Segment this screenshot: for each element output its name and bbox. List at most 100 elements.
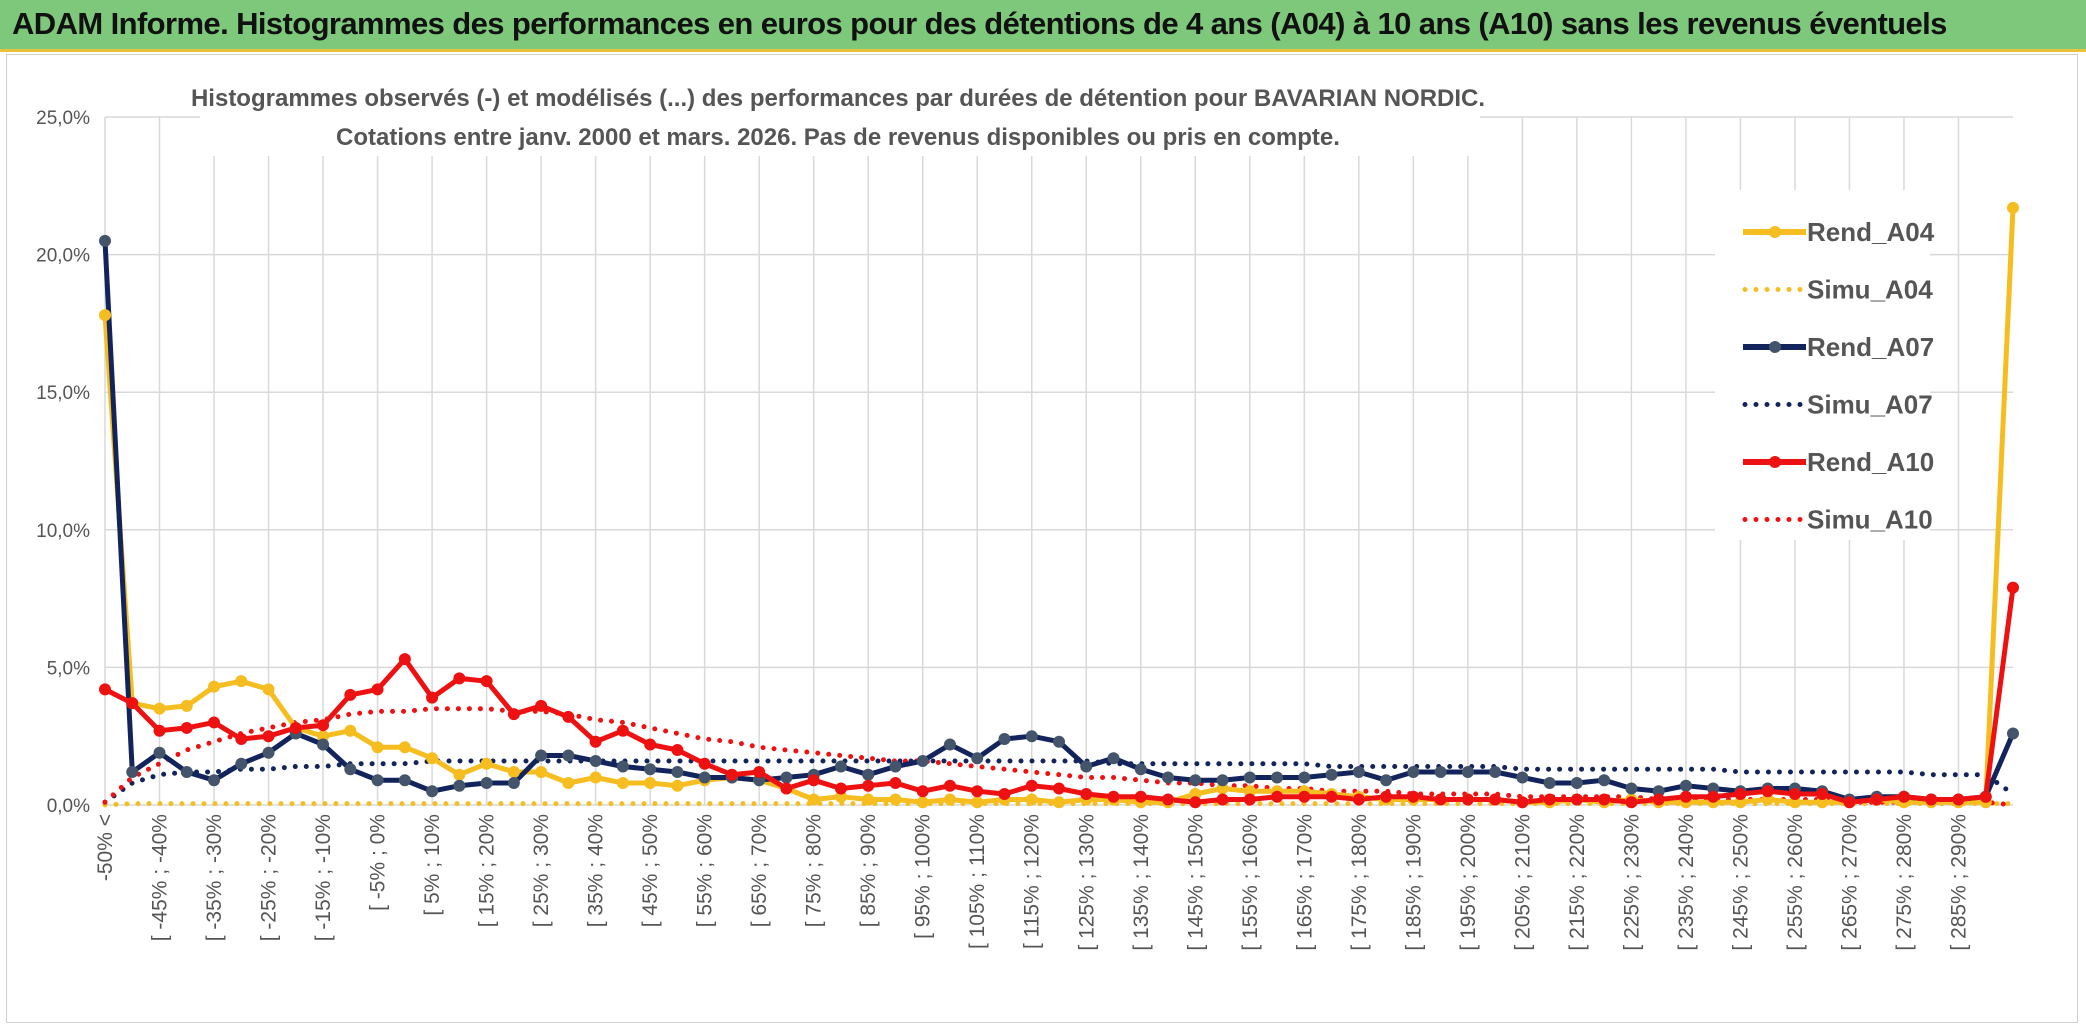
data-point-rend-a04 (426, 752, 439, 765)
data-point-rend-a07 (317, 738, 330, 751)
data-point-rend-a04 (943, 793, 956, 806)
data-point-rend-a10 (262, 730, 275, 743)
data-point-rend-a10 (289, 721, 302, 734)
data-point-rend-a10 (398, 653, 411, 666)
data-point-rend-a07 (1053, 735, 1065, 748)
data-point-rend-a07 (780, 771, 793, 784)
data-point-rend-a10 (889, 776, 902, 789)
data-point-rend-a04 (180, 699, 193, 712)
data-point-rend-a10 (153, 724, 166, 737)
y-tick-label: 15,0% (36, 383, 90, 404)
data-point-rend-a10 (480, 675, 493, 688)
data-point-rend-a04 (562, 776, 575, 789)
legend-item-rend-a04: Rend_A04 (1743, 217, 1935, 247)
data-point-rend-a10 (535, 699, 548, 712)
data-point-rend-a10 (753, 765, 766, 778)
x-tick-label: [ 75% ; 80% (803, 814, 826, 927)
data-point-rend-a07 (235, 757, 248, 770)
data-point-rend-a07 (2007, 727, 2019, 740)
x-tick-label: [ 285% ; 290% (1947, 814, 1970, 951)
data-point-rend-a10 (1734, 787, 1747, 800)
x-tick-label: [ 225% ; 230% (1620, 814, 1643, 951)
data-point-rend-a10 (725, 768, 738, 781)
data-point-rend-a10 (317, 719, 330, 732)
data-point-rend-a07 (1189, 774, 1202, 787)
x-axis: -50% < [ -45% ; -40% [ -35% ; -30% [ -25% ;… (94, 814, 1970, 951)
data-point-rend-a04 (916, 796, 929, 809)
data-point-rend-a10 (507, 708, 520, 721)
data-point-rend-a04 (971, 796, 984, 809)
data-point-rend-a07 (535, 749, 548, 762)
data-point-rend-a04 (616, 776, 629, 789)
legend-label: Simu_A07 (1807, 390, 1933, 420)
x-tick-label: [ 155% ; 160% (1239, 814, 1262, 951)
data-point-rend-a07 (1407, 765, 1420, 778)
data-point-rend-a10 (344, 688, 357, 701)
marker-layer (99, 201, 2019, 809)
x-tick-label: [ 45% ; 50% (639, 814, 662, 927)
data-point-rend-a07 (1434, 765, 1447, 778)
data-point-rend-a04 (453, 768, 466, 781)
data-point-rend-a10 (780, 782, 793, 795)
data-point-rend-a10 (126, 697, 139, 710)
y-tick-label: 0,0% (47, 796, 90, 817)
data-point-rend-a04 (99, 309, 111, 322)
data-point-rend-a07 (644, 763, 657, 776)
data-point-rend-a10 (998, 787, 1011, 800)
report-title: ADAM Informe. Histogrammes des performan… (12, 6, 1947, 41)
data-point-rend-a10 (1652, 793, 1665, 806)
data-point-rend-a04 (889, 793, 902, 806)
data-point-rend-a07 (1298, 771, 1311, 784)
chart-title: Histogrammes observés (-) et modélisés (… (191, 85, 1485, 112)
data-point-rend-a10 (426, 691, 439, 704)
data-point-rend-a07 (834, 760, 847, 773)
x-tick-label: [ 135% ; 140% (1130, 814, 1153, 951)
data-point-rend-a07 (426, 785, 439, 798)
data-point-rend-a10 (671, 743, 684, 756)
x-tick-label: [ 165% ; 170% (1293, 814, 1316, 951)
x-tick-label: -50% < (94, 814, 117, 881)
data-point-rend-a04 (371, 741, 384, 754)
legend: Rend_A04 Simu_A04 Rend_A07 Simu_A07 Rend_A10… (1715, 190, 1935, 540)
legend-item-simu-a04: Simu_A04 (1742, 275, 1933, 305)
data-point-rend-a10 (180, 721, 193, 734)
x-tick-label: [ -45% ; -40% (149, 814, 172, 941)
data-point-rend-a10 (807, 774, 820, 787)
data-point-rend-a10 (1543, 793, 1556, 806)
data-point-rend-a07 (1243, 771, 1256, 784)
data-point-rend-a10 (1897, 790, 1910, 803)
data-point-rend-a10 (2007, 581, 2019, 594)
data-point-rend-a07 (180, 765, 193, 778)
y-axis: 0,0% 5,0% 10,0% 15,0% 20,0% 25,0% (36, 108, 90, 817)
chart-frame (6, 54, 2078, 1023)
y-tick-label: 10,0% (36, 521, 90, 542)
data-point-rend-a10 (1598, 793, 1611, 806)
data-point-rend-a07 (1162, 771, 1175, 784)
data-point-rend-a10 (1461, 793, 1474, 806)
x-tick-label: [ 85% ; 90% (857, 814, 880, 927)
data-point-rend-a07 (344, 763, 357, 776)
data-point-rend-a10 (589, 735, 602, 748)
data-point-rend-a07 (916, 754, 929, 767)
data-point-rend-a04 (862, 793, 875, 806)
x-tick-label: [ 15% ; 20% (476, 814, 499, 927)
data-point-rend-a04 (208, 680, 221, 693)
data-point-rend-a10 (1407, 790, 1420, 803)
data-point-rend-a10 (1870, 793, 1883, 806)
x-tick-label: [ 55% ; 60% (694, 814, 717, 927)
data-point-rend-a10 (1380, 790, 1393, 803)
data-point-rend-a07 (1325, 768, 1338, 781)
legend-label: Rend_A07 (1807, 332, 1934, 362)
data-point-rend-a10 (698, 757, 711, 770)
data-point-rend-a04 (671, 779, 684, 792)
data-point-rend-a10 (1707, 790, 1720, 803)
data-point-rend-a10 (1162, 793, 1175, 806)
data-point-rend-a07 (1570, 776, 1583, 789)
y-tick-label: 25,0% (36, 108, 90, 129)
data-point-rend-a10 (1189, 796, 1202, 809)
data-point-rend-a07 (698, 771, 711, 784)
data-point-rend-a10 (916, 785, 929, 798)
data-point-rend-a07 (1352, 765, 1365, 778)
data-point-rend-a07 (262, 746, 275, 759)
x-tick-label: [ 235% ; 240% (1675, 814, 1698, 951)
